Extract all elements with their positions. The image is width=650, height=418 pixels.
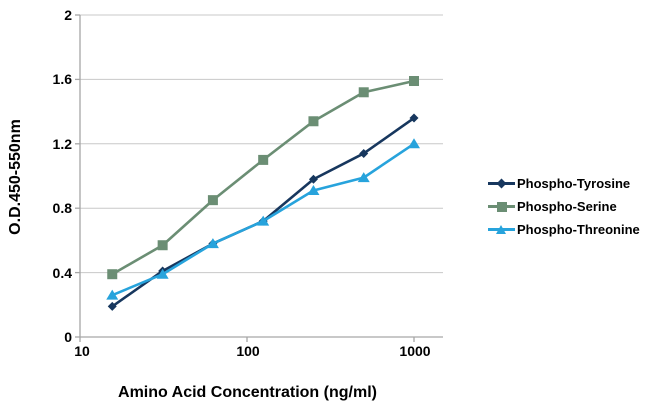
data-point-square [358,87,369,98]
legend-swatch-square-icon [488,199,515,214]
legend-swatch-triangle-icon [488,222,515,237]
data-point-triangle [156,268,169,279]
y-tick-label-1-6: 1.6 [52,71,72,87]
legend-item-phospho-tyrosine: Phospho-Tyrosine [488,176,640,191]
data-point-triangle [106,289,119,300]
y-tick-label-2: 2 [64,6,72,23]
data-point-diamond [308,174,318,184]
legend-item-phospho-serine: Phospho-Serine [488,199,640,214]
series-line-phospho-serine [110,79,416,276]
data-point-square [258,154,269,165]
legend: Phospho-Tyrosine Phospho-Serine Phospho-… [488,176,640,237]
data-point-diamond [409,113,419,123]
y-tick-label-0-8: 0.8 [52,200,72,216]
x-tick-label-1000: 1000 [399,343,431,359]
legend-item-phospho-threonine: Phospho-Threonine [488,222,640,237]
data-point-square [207,195,218,206]
y-tick-label-1-2: 1.2 [52,135,72,152]
data-point-square [157,240,168,251]
data-point-square [308,116,319,127]
data-point-diamond [107,301,117,311]
data-point-square [107,269,118,280]
y-axis-title: O.D.450-550nm [7,119,24,235]
legend-label: Phospho-Tyrosine [517,176,631,191]
legend-label: Phospho-Serine [517,199,617,214]
y-tick-label-0: 0 [64,329,72,345]
x-tick-label-100: 100 [236,343,260,359]
x-tick-label-10: 10 [74,343,90,359]
y-tick-label-0-4: 0.4 [52,264,72,281]
data-point-diamond [359,148,369,158]
legend-label: Phospho-Threonine [517,222,640,237]
data-point-triangle [206,238,219,249]
x-axis-title: Amino Acid Concentration (ng/ml) [118,384,377,401]
legend-swatch-diamond-icon [488,176,515,191]
data-point-triangle [357,172,370,183]
data-point-triangle [408,138,420,149]
data-point-triangle [307,184,320,195]
data-point-triangle [257,215,270,226]
data-point-square [409,76,419,87]
